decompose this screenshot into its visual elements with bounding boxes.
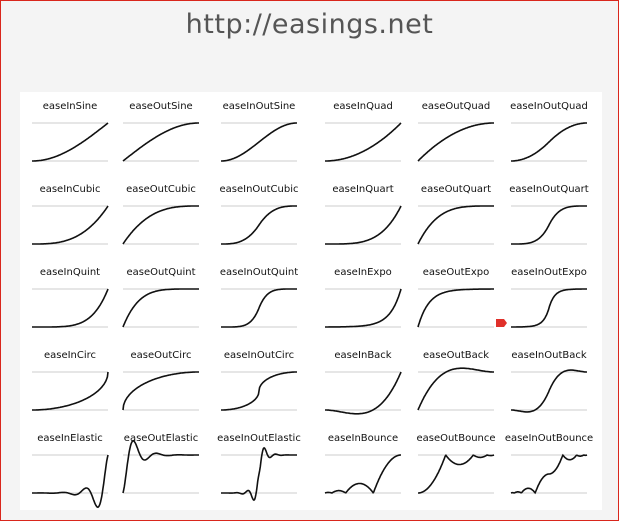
easing-panel: easeInSine easeOutSine easeInOutSine easeIn…: [20, 92, 602, 510]
easing-label[interactable]: easeInOutElastic: [217, 433, 301, 444]
easing-label[interactable]: easeInOutQuart: [509, 184, 589, 195]
easing-curve[interactable]: [32, 205, 109, 245]
easing-label[interactable]: easeInQuad: [333, 101, 393, 112]
easing-curve[interactable]: [510, 453, 588, 495]
easing-label[interactable]: easeInOutExpo: [511, 267, 587, 278]
easing-curve[interactable]: [221, 288, 297, 328]
easing-label[interactable]: easeOutQuart: [421, 184, 491, 195]
easing-curve[interactable]: [32, 454, 109, 509]
easing-curve[interactable]: [122, 288, 199, 328]
site-title[interactable]: http://easings.net: [185, 9, 434, 40]
easing-curve[interactable]: [221, 205, 297, 245]
easing-label[interactable]: easeInOutQuad: [510, 101, 588, 112]
easing-label[interactable]: easeInCubic: [40, 184, 101, 195]
easing-label[interactable]: easeOutSine: [129, 101, 192, 112]
easing-curve[interactable]: [221, 371, 297, 411]
easing-label[interactable]: easeOutBounce: [416, 433, 495, 444]
easing-curve[interactable]: [511, 288, 587, 328]
easing-label[interactable]: easeInCirc: [44, 350, 96, 361]
easing-label[interactable]: easeOutExpo: [423, 267, 489, 278]
easing-label[interactable]: easeInBounce: [328, 433, 398, 444]
easing-curve[interactable]: [511, 369, 587, 413]
easing-curve[interactable]: [324, 454, 401, 495]
easing-label[interactable]: easeOutElastic: [124, 433, 198, 444]
easing-label[interactable]: easeInExpo: [334, 267, 392, 278]
easing-curve[interactable]: [417, 122, 494, 162]
marker-icon: [496, 319, 507, 327]
easing-curve[interactable]: [32, 122, 109, 162]
easing-curve[interactable]: [122, 439, 199, 494]
easing-curve[interactable]: [221, 122, 297, 162]
easing-label[interactable]: easeInQuart: [332, 184, 393, 195]
easing-curve[interactable]: [511, 205, 587, 245]
easing-label[interactable]: easeInOutCubic: [219, 184, 298, 195]
easing-curve[interactable]: [325, 205, 402, 245]
easing-curve[interactable]: [325, 371, 402, 415]
easing-label[interactable]: easeInQuint: [40, 267, 100, 278]
easing-label[interactable]: easeInOutBack: [511, 350, 587, 361]
easing-curve[interactable]: [122, 371, 199, 411]
easing-label[interactable]: easeOutCirc: [131, 350, 192, 361]
easing-label[interactable]: easeInBack: [334, 350, 391, 361]
easing-label[interactable]: easeInOutQuint: [220, 267, 298, 278]
easing-label[interactable]: easeInOutCirc: [224, 350, 294, 361]
easing-label[interactable]: easeOutCubic: [126, 184, 196, 195]
easing-label[interactable]: easeOutBack: [423, 350, 489, 361]
easing-label[interactable]: easeInElastic: [37, 433, 103, 444]
easing-curve[interactable]: [122, 122, 199, 162]
easing-curve[interactable]: [122, 205, 199, 245]
easing-curve[interactable]: [418, 453, 495, 494]
easing-curve[interactable]: [325, 122, 402, 162]
easing-curve[interactable]: [511, 122, 587, 162]
easing-label[interactable]: easeOutQuint: [126, 267, 195, 278]
easing-curve[interactable]: [325, 288, 402, 328]
easing-curve[interactable]: [32, 371, 109, 411]
easing-label[interactable]: easeInOutSine: [223, 101, 296, 112]
easing-label[interactable]: easeInOutBounce: [505, 433, 593, 444]
easing-curve[interactable]: [417, 288, 494, 328]
easing-curve[interactable]: [221, 446, 297, 502]
easing-label[interactable]: easeInSine: [43, 101, 98, 112]
easing-curve[interactable]: [417, 367, 494, 411]
easing-grid: easeInSine easeOutSine easeInOutSine easeIn…: [32, 101, 593, 509]
easing-curve[interactable]: [417, 205, 494, 245]
easing-curve[interactable]: [32, 288, 109, 328]
easing-label[interactable]: easeOutQuad: [422, 101, 490, 112]
